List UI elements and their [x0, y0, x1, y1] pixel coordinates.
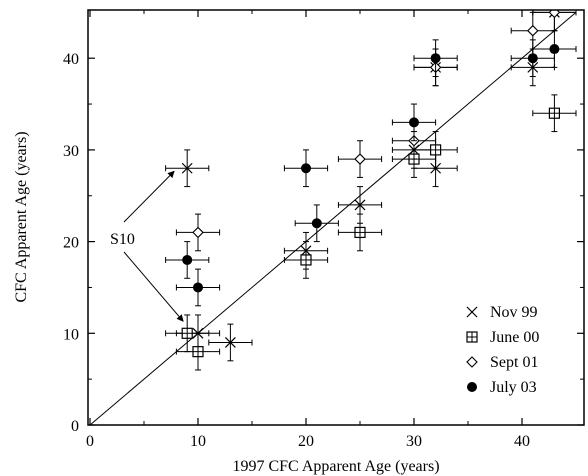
- data-point: [175, 332, 221, 371]
- data-point: [165, 241, 210, 279]
- cross-marker: [354, 199, 366, 211]
- filled-circle-marker: [409, 117, 419, 128]
- y-tick-label: 10: [63, 326, 79, 343]
- x-tick-label: 30: [406, 433, 422, 450]
- plot-content: [89, 10, 577, 425]
- x-tick-label: 20: [298, 433, 314, 450]
- y-tick-label: 20: [63, 235, 79, 252]
- legend-item: Nov 99: [466, 304, 538, 321]
- legend-item: July 03: [467, 379, 537, 396]
- data-point: [175, 268, 221, 307]
- data-point: [337, 140, 383, 178]
- y-tick-label: 30: [63, 143, 79, 160]
- filled-circle-marker: [549, 44, 560, 55]
- square-plus-marker: [192, 346, 204, 358]
- data-point: [532, 94, 577, 133]
- square-plus-marker: [548, 107, 561, 119]
- filled-circle-marker: [527, 53, 538, 64]
- x-axis-title: 1997 CFC Apparent Age (years): [232, 458, 439, 475]
- legend-filled-circle-marker: [467, 382, 477, 392]
- legend-square-plus-marker: [466, 331, 478, 343]
- data-point: [510, 39, 555, 78]
- square-plus-marker: [354, 226, 366, 239]
- filled-circle-marker: [311, 218, 322, 229]
- diamond-marker: [192, 226, 204, 239]
- y-axis-title: CFC Apparent Age (years): [13, 131, 30, 302]
- s10-arrow-upper: [123, 170, 175, 223]
- data-point: [165, 149, 210, 188]
- data-point: [413, 39, 458, 78]
- plot-frame: [87, 9, 585, 426]
- legend-item: June 00: [466, 329, 539, 346]
- series-june-00: [165, 94, 577, 371]
- cross-marker: [224, 337, 236, 348]
- axes: 0 10 20 30 40 0 10 20 30 40: [63, 10, 584, 450]
- legend: Nov 99 June 00 Sept 01 July 03: [466, 304, 539, 396]
- square-plus-marker: [300, 254, 312, 266]
- diamond-marker: [527, 24, 539, 37]
- data-point: [208, 323, 253, 362]
- diamond-marker: [354, 153, 366, 165]
- s10-arrow-lower: [123, 251, 184, 322]
- square-plus-marker: [430, 144, 442, 156]
- data-point: [413, 131, 458, 169]
- filled-circle-marker: [301, 163, 311, 174]
- cross-marker: [181, 162, 193, 174]
- legend-cross-marker: [466, 306, 478, 318]
- data-point: [391, 103, 437, 142]
- filled-circle-marker: [430, 53, 441, 64]
- data-point: [283, 149, 329, 188]
- x-tick-label: 0: [86, 433, 94, 450]
- legend-label: Sept 01: [490, 354, 538, 371]
- filled-circle-marker: [193, 282, 203, 293]
- s10-label: S10: [110, 231, 135, 248]
- square-plus-marker: [181, 327, 193, 339]
- filled-circle-marker: [182, 254, 193, 265]
- series-sept-01: [175, 10, 577, 252]
- x-tick-label: 10: [190, 433, 206, 450]
- data-point: [175, 213, 221, 252]
- legend-diamond-marker: [466, 356, 478, 368]
- legend-item: Sept 01: [466, 354, 538, 371]
- data-point: [532, 10, 577, 32]
- x-tick-label: 40: [514, 433, 530, 450]
- legend-label: Nov 99: [490, 304, 538, 321]
- s10-annotation: S10: [110, 170, 184, 322]
- y-tick-label: 0: [71, 418, 79, 435]
- legend-label: June 00: [490, 329, 539, 346]
- legend-label: July 03: [490, 379, 537, 396]
- data-point: [283, 241, 329, 279]
- y-tick-label: 40: [63, 51, 79, 68]
- one-to-one-line: [89, 11, 577, 425]
- data-point: [532, 30, 577, 68]
- data-point: [294, 204, 339, 243]
- data-point: [337, 213, 383, 252]
- series-july-03: [165, 30, 577, 307]
